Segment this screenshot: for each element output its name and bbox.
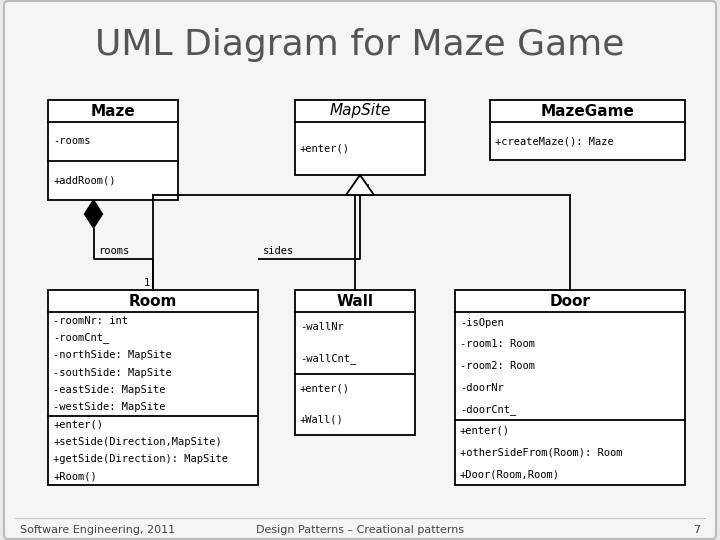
Bar: [455, 290, 685, 485]
Text: +otherSideFrom(Room): Room: +otherSideFrom(Room): Room: [460, 448, 623, 457]
Text: rooms: rooms: [99, 246, 130, 256]
Text: 7: 7: [693, 525, 700, 535]
Text: -southSide: MapSite: -southSide: MapSite: [53, 368, 172, 377]
Text: +enter(): +enter(): [53, 420, 103, 429]
Bar: [295, 290, 415, 435]
Polygon shape: [346, 175, 374, 195]
Text: MazeGame: MazeGame: [541, 104, 634, 118]
Text: Software Engineering, 2011: Software Engineering, 2011: [20, 525, 175, 535]
Text: -eastSide: MapSite: -eastSide: MapSite: [53, 385, 166, 395]
Text: +createMaze(): Maze: +createMaze(): Maze: [495, 136, 613, 146]
Text: Design Patterns – Creational patterns: Design Patterns – Creational patterns: [256, 525, 464, 535]
Text: +setSide(Direction,MapSite): +setSide(Direction,MapSite): [53, 437, 222, 447]
Text: 1: 1: [144, 278, 150, 288]
Bar: [48, 290, 258, 485]
Text: -room2: Room: -room2: Room: [460, 361, 535, 371]
Text: sides: sides: [263, 246, 294, 256]
Bar: [48, 100, 178, 200]
Text: -isOpen: -isOpen: [460, 318, 504, 328]
Text: +enter(): +enter(): [300, 384, 350, 394]
Bar: [490, 100, 685, 160]
Polygon shape: [84, 200, 102, 228]
Text: Wall: Wall: [336, 294, 374, 308]
Text: +Door(Room,Room): +Door(Room,Room): [460, 469, 560, 479]
Text: 4: 4: [363, 184, 369, 194]
Text: -wallCnt̲: -wallCnt̲: [300, 353, 356, 363]
Text: -westSide: MapSite: -westSide: MapSite: [53, 402, 166, 412]
Text: MapSite: MapSite: [329, 104, 391, 118]
Text: -room1: Room: -room1: Room: [460, 340, 535, 349]
Text: -doorNr: -doorNr: [460, 383, 504, 393]
Bar: [295, 100, 425, 175]
Text: -roomCnt̲: -roomCnt̲: [53, 333, 109, 343]
Text: UML Diagram for Maze Game: UML Diagram for Maze Game: [95, 28, 625, 62]
Text: -northSide: MapSite: -northSide: MapSite: [53, 350, 172, 360]
FancyBboxPatch shape: [4, 1, 716, 539]
Text: Room: Room: [129, 294, 177, 308]
Text: +addRoom(): +addRoom(): [53, 176, 115, 186]
Text: -wallNr: -wallNr: [300, 322, 343, 333]
Text: +getSide(Direction): MapSite: +getSide(Direction): MapSite: [53, 454, 228, 464]
Text: +enter(): +enter(): [300, 144, 350, 153]
Text: -rooms: -rooms: [53, 137, 91, 146]
Text: -roomNr: int: -roomNr: int: [53, 316, 128, 326]
Text: +enter(): +enter(): [460, 426, 510, 436]
Text: Door: Door: [549, 294, 590, 308]
Text: -doorCnt̲: -doorCnt̲: [460, 404, 516, 415]
Text: +Wall(): +Wall(): [300, 415, 343, 424]
Text: Maze: Maze: [91, 104, 135, 118]
Text: +Room(): +Room(): [53, 471, 96, 481]
